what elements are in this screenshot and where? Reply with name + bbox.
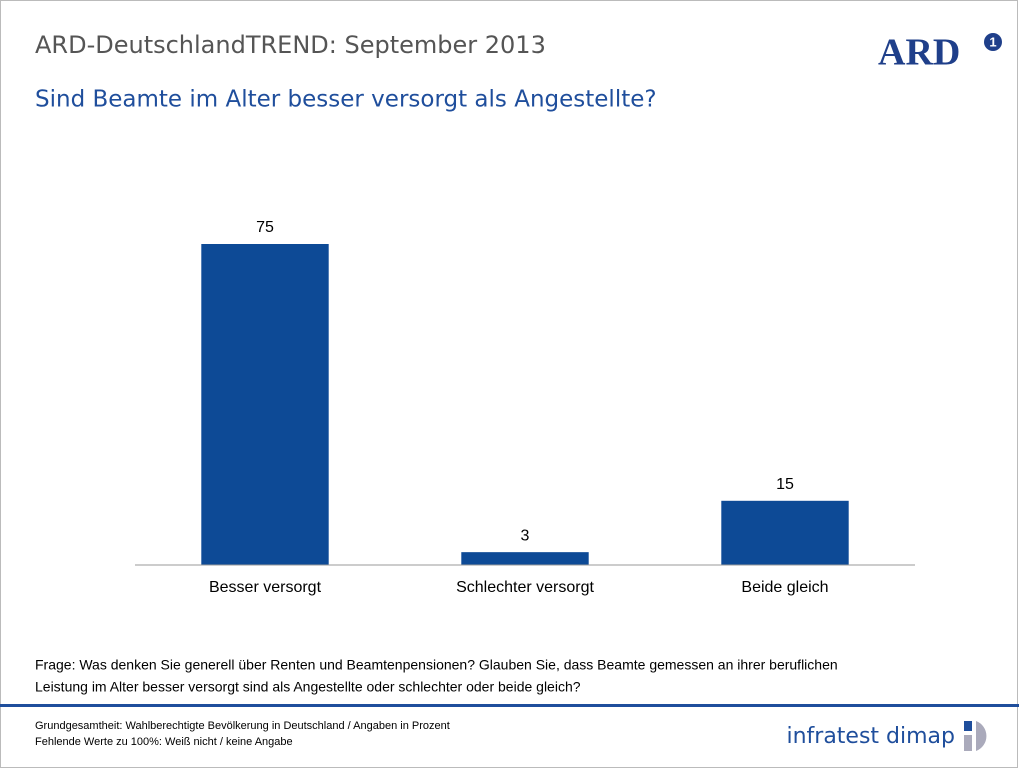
value-label: 3 (521, 527, 530, 544)
bar (201, 244, 329, 565)
header: ARD-DeutschlandTREND: September 2013 (35, 31, 546, 59)
value-label: 75 (256, 219, 274, 236)
x-tick-label: Schlechter versorgt (456, 579, 594, 596)
question-line: Leistung im Alter besser versorgt sind a… (35, 679, 581, 695)
footer-rule (0, 704, 1019, 707)
footnote: Grundgesamtheit: Wahlberechtigte Bevölke… (35, 720, 450, 732)
logo: ARD (878, 32, 960, 74)
bar (461, 552, 589, 565)
question-line: Frage: Was denken Sie generell über Rent… (35, 657, 838, 673)
value-label: 15 (776, 476, 794, 493)
brand: infratest dimap (786, 724, 955, 749)
brand-icon (964, 721, 972, 731)
x-tick-label: Besser versorgt (209, 579, 322, 596)
chart-title: Sind Beamte im Alter besser versorgt als… (35, 87, 657, 113)
brand-icon (964, 721, 987, 751)
logo-circle (984, 33, 1002, 51)
bar (721, 500, 849, 565)
logo-number: 1 (989, 34, 996, 49)
x-tick-label: Beide gleich (741, 579, 828, 596)
footnote: Fehlende Werte zu 100%: Weiß nicht / kei… (35, 736, 293, 748)
